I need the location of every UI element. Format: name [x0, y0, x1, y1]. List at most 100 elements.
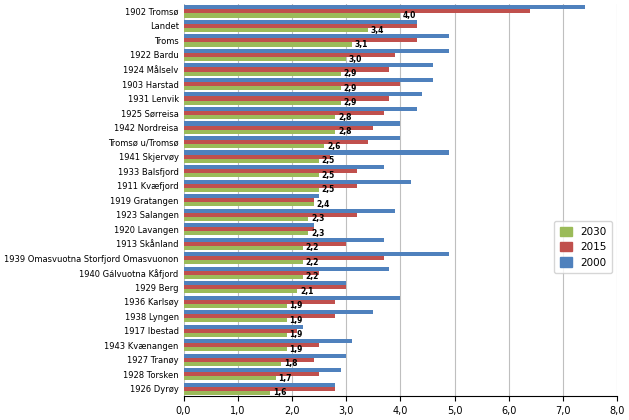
Bar [184, 144, 325, 148]
Bar [184, 38, 416, 42]
Text: 3,0: 3,0 [349, 55, 362, 63]
Text: 1,6: 1,6 [273, 388, 286, 397]
Bar [184, 5, 584, 9]
Bar [184, 130, 335, 134]
Bar [184, 165, 384, 169]
Bar [184, 252, 449, 256]
Bar [184, 325, 303, 329]
Bar [184, 310, 373, 314]
Text: 2,4: 2,4 [316, 200, 330, 209]
Bar [184, 155, 330, 159]
Bar [184, 260, 303, 264]
Bar [184, 387, 335, 391]
Bar [184, 107, 416, 111]
Bar [184, 97, 389, 100]
Bar [184, 256, 384, 260]
Bar [184, 376, 276, 381]
Bar [184, 13, 400, 18]
Bar [184, 140, 368, 144]
Bar [184, 372, 319, 376]
Legend: 2030, 2015, 2000: 2030, 2015, 2000 [554, 221, 612, 273]
Text: 2,9: 2,9 [343, 84, 357, 92]
Bar [184, 9, 530, 13]
Bar [184, 267, 389, 270]
Bar [184, 126, 373, 130]
Text: 2,2: 2,2 [306, 258, 319, 267]
Bar [184, 358, 314, 362]
Bar [184, 159, 319, 163]
Bar [184, 223, 314, 227]
Text: 2,8: 2,8 [338, 127, 352, 136]
Bar [184, 20, 416, 24]
Bar [184, 231, 308, 235]
Bar [184, 169, 357, 173]
Bar [184, 71, 341, 76]
Text: 2,5: 2,5 [322, 185, 335, 194]
Bar [184, 241, 346, 246]
Bar [184, 57, 346, 61]
Bar [184, 368, 341, 372]
Bar [184, 53, 395, 57]
Bar [184, 49, 449, 53]
Bar [184, 92, 422, 97]
Bar [184, 198, 314, 202]
Bar [184, 391, 270, 395]
Bar [184, 115, 335, 119]
Bar [184, 202, 314, 206]
Text: 2,5: 2,5 [322, 171, 335, 180]
Bar [184, 213, 357, 217]
Bar [184, 246, 303, 250]
Text: 1,9: 1,9 [289, 345, 303, 354]
Text: 3,1: 3,1 [354, 40, 367, 49]
Bar [184, 24, 416, 28]
Bar [184, 275, 303, 279]
Bar [184, 333, 287, 337]
Text: 1,9: 1,9 [289, 301, 303, 310]
Bar [184, 329, 298, 333]
Bar [184, 63, 433, 68]
Text: 2,2: 2,2 [306, 243, 319, 252]
Bar [184, 314, 335, 318]
Bar [184, 347, 287, 352]
Bar [184, 318, 287, 323]
Bar [184, 111, 384, 115]
Bar [184, 296, 400, 300]
Bar [184, 285, 346, 289]
Text: 1,8: 1,8 [284, 360, 298, 368]
Text: 2,3: 2,3 [311, 229, 325, 238]
Bar [184, 68, 389, 71]
Text: 1,9: 1,9 [289, 331, 303, 339]
Text: 3,4: 3,4 [370, 26, 384, 34]
Bar [184, 78, 433, 82]
Bar [184, 362, 281, 366]
Bar [184, 354, 346, 358]
Bar [184, 82, 400, 86]
Bar [184, 281, 346, 285]
Bar [184, 173, 319, 177]
Text: 1,7: 1,7 [279, 374, 292, 383]
Bar [184, 86, 341, 90]
Text: 2,2: 2,2 [306, 272, 319, 281]
Bar [184, 34, 449, 38]
Bar [184, 100, 341, 105]
Bar [184, 227, 314, 231]
Text: 2,1: 2,1 [300, 287, 313, 296]
Text: 2,9: 2,9 [343, 69, 357, 78]
Bar [184, 383, 335, 387]
Bar [184, 270, 319, 275]
Bar [184, 289, 298, 293]
Text: 2,6: 2,6 [327, 142, 340, 151]
Bar [184, 238, 384, 241]
Text: 4,0: 4,0 [403, 11, 416, 20]
Bar [184, 136, 400, 140]
Bar [184, 179, 411, 184]
Bar [184, 150, 449, 155]
Text: 1,9: 1,9 [289, 316, 303, 325]
Bar [184, 194, 319, 198]
Text: 2,5: 2,5 [322, 156, 335, 165]
Bar [184, 188, 319, 192]
Bar [184, 300, 335, 304]
Bar [184, 184, 357, 188]
Bar [184, 121, 400, 126]
Bar [184, 339, 352, 343]
